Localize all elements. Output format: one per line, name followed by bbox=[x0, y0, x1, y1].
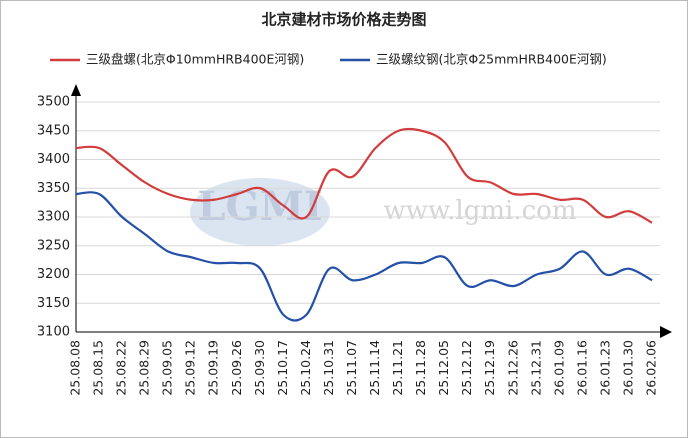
x-tick-label: 25.12.26 bbox=[505, 340, 520, 396]
y-axis-arrow bbox=[71, 84, 81, 96]
chart-title: 北京建材市场价格走势图 bbox=[261, 11, 426, 29]
y-tick-label: 3200 bbox=[37, 267, 70, 282]
y-tick-label: 3300 bbox=[37, 210, 70, 225]
svg-text:LGMI: LGMI bbox=[197, 183, 322, 230]
x-tick-label: 25.09.30 bbox=[252, 340, 267, 396]
x-tick-label: 25.11.07 bbox=[344, 340, 359, 396]
x-tick-label: 25.09.19 bbox=[206, 340, 221, 396]
x-tick-label: 26.01.09 bbox=[551, 340, 566, 396]
svg-text:www.lgmi.com: www.lgmi.com bbox=[383, 196, 576, 226]
watermark: LGMI www.lgmi.com bbox=[190, 178, 577, 246]
series-line bbox=[75, 127, 653, 224]
y-tick-label: 3450 bbox=[37, 123, 70, 138]
x-tick-label: 25.09.26 bbox=[229, 340, 244, 396]
x-tick-label: 25.11.21 bbox=[390, 340, 405, 396]
x-tick-label: 25.12.19 bbox=[482, 340, 497, 396]
legend-label: 三级盘螺(北京Φ10mmHRB400E河钢) bbox=[86, 52, 304, 67]
x-axis-arrow bbox=[660, 326, 672, 338]
series-line bbox=[75, 191, 653, 322]
y-tick-label: 3150 bbox=[37, 296, 70, 311]
x-tick-label: 25.12.05 bbox=[436, 340, 451, 396]
x-tick-label: 25.09.05 bbox=[160, 340, 175, 396]
x-tick-label: 25.10.31 bbox=[321, 340, 336, 396]
legend-label: 三级螺纹钢(北京Φ25mmHRB400E河钢) bbox=[376, 52, 607, 67]
y-tick-label: 3100 bbox=[37, 325, 70, 340]
x-tick-label: 25.10.24 bbox=[298, 340, 313, 396]
y-tick-label: 3400 bbox=[37, 152, 70, 167]
x-tick-label: 25.08.29 bbox=[137, 340, 152, 396]
x-tick-label: 25.08.15 bbox=[91, 340, 106, 396]
x-tick-label: 25.11.14 bbox=[367, 340, 382, 396]
x-tick-label: 25.11.28 bbox=[413, 340, 428, 396]
y-tick-label: 3350 bbox=[37, 181, 70, 196]
y-tick-label: 3500 bbox=[37, 95, 70, 110]
x-tick-label: 25.12.31 bbox=[528, 340, 543, 396]
x-tick-label: 26.01.23 bbox=[597, 340, 612, 396]
x-tick-label: 25.08.08 bbox=[68, 340, 83, 396]
x-tick-label: 25.12.12 bbox=[459, 340, 474, 396]
y-tick-label: 3250 bbox=[37, 238, 70, 253]
x-tick-label: 26.01.30 bbox=[620, 340, 635, 396]
x-tick-label: 25.09.12 bbox=[183, 340, 198, 396]
x-tick-label: 25.10.17 bbox=[275, 340, 290, 396]
x-tick-label: 25.08.22 bbox=[114, 340, 129, 396]
x-tick-label: 26.02.06 bbox=[644, 340, 659, 396]
x-tick-label: 26.01.16 bbox=[574, 340, 589, 396]
